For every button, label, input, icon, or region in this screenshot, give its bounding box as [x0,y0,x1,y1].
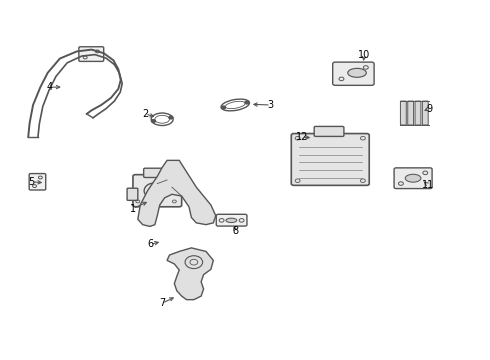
Ellipse shape [348,68,367,77]
FancyBboxPatch shape [79,47,104,62]
FancyBboxPatch shape [394,168,432,189]
Text: 4: 4 [47,82,53,92]
Circle shape [169,116,173,119]
FancyBboxPatch shape [333,62,374,85]
FancyBboxPatch shape [133,175,182,207]
FancyBboxPatch shape [314,126,344,136]
Polygon shape [138,160,216,226]
Text: 1: 1 [130,203,136,213]
Ellipse shape [226,218,237,222]
Text: 11: 11 [421,180,434,190]
Text: 8: 8 [232,226,238,236]
Circle shape [221,106,225,109]
FancyBboxPatch shape [127,188,138,201]
FancyBboxPatch shape [408,101,414,125]
FancyBboxPatch shape [144,168,171,177]
FancyBboxPatch shape [291,134,369,185]
Text: 5: 5 [28,177,35,187]
Text: 3: 3 [268,100,274,110]
Text: 2: 2 [142,109,148,119]
FancyBboxPatch shape [415,101,421,125]
Text: 7: 7 [159,298,165,308]
Text: 9: 9 [426,104,432,113]
Text: 10: 10 [358,50,370,60]
FancyBboxPatch shape [400,101,406,125]
Ellipse shape [405,174,421,182]
Text: 12: 12 [296,132,308,142]
Circle shape [245,101,249,104]
Polygon shape [167,248,213,300]
Circle shape [151,120,155,122]
FancyBboxPatch shape [216,214,247,226]
FancyBboxPatch shape [422,101,428,125]
Text: 6: 6 [147,239,153,249]
FancyBboxPatch shape [29,174,46,190]
